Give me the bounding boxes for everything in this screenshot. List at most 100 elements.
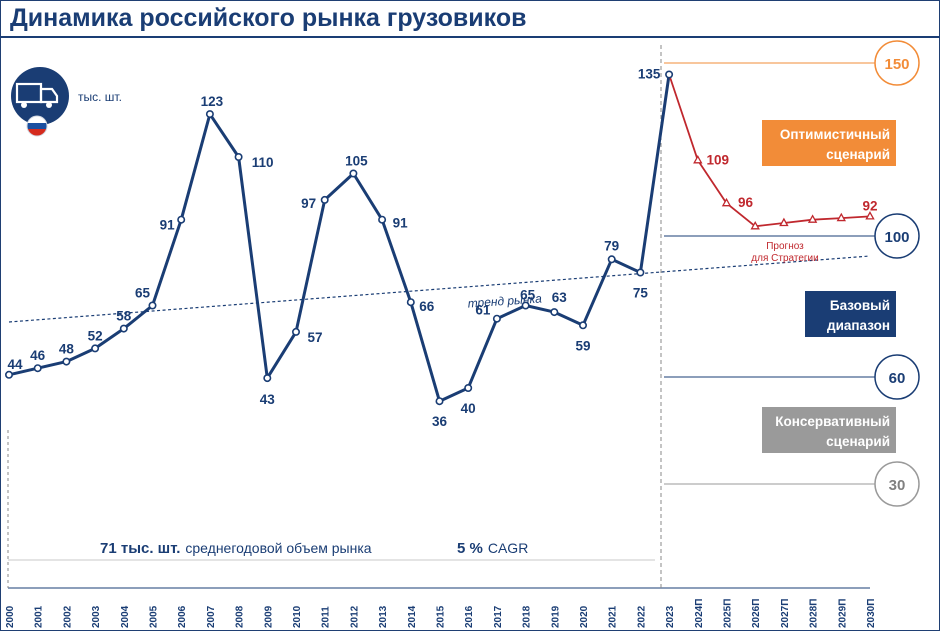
forecast-point-2024П [693, 154, 703, 164]
data-label-2006: 91 [160, 218, 176, 233]
footer-cagr-text: CAGR [488, 540, 528, 556]
data-label-2008: 110 [252, 155, 274, 170]
data-point-2001 [33, 364, 42, 373]
russia-flag-icon [26, 115, 48, 137]
scenario-optimistic-box [762, 120, 896, 166]
truck-badge: тыс. шт. [11, 67, 122, 137]
data-point-2016 [464, 383, 473, 392]
data-label-2023: 135 [638, 67, 661, 82]
ref-badge-60: 60 [874, 354, 920, 400]
data-label-2010: 57 [307, 330, 322, 345]
footer-average-text: среднегодовой объем рынка [185, 540, 371, 556]
x-tick-2015: 2015 [436, 605, 447, 628]
x-tick-2026П: 2026П [751, 599, 762, 628]
x-tick-2003: 2003 [91, 605, 102, 628]
data-label-2024П: 109 [707, 152, 730, 167]
data-point-2010 [291, 327, 300, 336]
data-point-2023 [665, 70, 674, 79]
x-tick-2006: 2006 [177, 605, 188, 628]
data-point-2005 [148, 301, 157, 310]
forecast-note-line2: для Стратегии [751, 253, 818, 264]
footer-average: 71 тыс. шт. среднегодовой объем рынка [100, 540, 372, 557]
data-label-2002: 48 [59, 342, 75, 357]
data-label-2012: 105 [345, 154, 368, 169]
forecast-point-2029П [836, 212, 847, 222]
scenario-base: Базовый диапазон [805, 291, 896, 337]
x-tick-2002: 2002 [62, 605, 73, 628]
x-tick-2016: 2016 [464, 605, 475, 628]
data-point-2018 [521, 301, 530, 310]
data-point-2002 [62, 357, 71, 366]
forecast-point-2027П [779, 217, 789, 227]
data-point-2017 [492, 314, 501, 323]
data-point-2006 [177, 215, 186, 224]
data-point-2015 [435, 397, 444, 406]
scenario-conservative-line2: сценарий [826, 434, 890, 449]
x-tick-2011: 2011 [321, 606, 332, 628]
data-point-2013 [378, 215, 387, 224]
x-tick-2001: 2001 [34, 605, 45, 628]
forecast-note-line1: Прогноз [766, 241, 804, 252]
data-point-2020 [578, 321, 587, 330]
x-tick-2030П: 2030П [866, 599, 877, 628]
data-point-2011 [320, 195, 329, 204]
footer-cagr-value: 5 % [457, 540, 483, 557]
forecast-point-2030П [865, 211, 875, 220]
data-point-2009 [263, 374, 272, 383]
x-tick-2025П: 2025П [723, 599, 734, 628]
ref-badge-30: 30 [874, 461, 920, 507]
x-tick-2018: 2018 [522, 605, 533, 628]
scenario-conservative-box [762, 407, 896, 453]
footer-average-value: 71 тыс. шт. [100, 540, 180, 557]
forecast-point-2025П [721, 197, 732, 207]
scenario-optimistic-line1: Оптимистичный [780, 127, 890, 142]
ref-badge-150: 150 [874, 40, 920, 86]
series-line-actual [8, 74, 671, 403]
x-tick-2013: 2013 [378, 605, 389, 628]
ref-badge-100: 100 [874, 213, 920, 259]
x-tick-2012: 2012 [349, 605, 360, 628]
x-tick-2027П: 2027П [780, 599, 791, 628]
ref-value-100: 100 [884, 229, 909, 246]
scenario-optimistic: Оптимистичный сценарий [762, 120, 896, 166]
data-label-2030П: 92 [862, 198, 877, 213]
data-point-2022 [636, 268, 645, 277]
scenario-conservative: Консервативный сценарий [762, 407, 896, 453]
data-label-2001: 46 [30, 348, 46, 363]
data-label-2021: 79 [604, 238, 619, 253]
data-point-2021 [607, 255, 616, 264]
data-label-2019: 63 [552, 290, 568, 305]
data-point-2003 [91, 344, 100, 353]
x-tick-2020: 2020 [579, 605, 590, 628]
data-label-2009: 43 [260, 392, 276, 407]
x-tick-2010: 2010 [292, 605, 303, 628]
ref-value-30: 30 [889, 477, 906, 494]
data-point-2014 [406, 298, 415, 307]
truck-icon [15, 82, 59, 108]
x-tick-2004: 2004 [120, 605, 131, 628]
data-label-2015: 36 [432, 414, 448, 429]
scenario-base-box [805, 291, 896, 337]
data-label-2014: 66 [419, 299, 435, 314]
scenario-base-line2: диапазон [827, 318, 890, 333]
data-label-2004: 58 [116, 309, 132, 324]
x-tick-2029П: 2029П [837, 599, 848, 628]
data-label-2013: 91 [393, 216, 409, 231]
data-label-2003: 52 [88, 328, 103, 343]
data-label-2017: 61 [475, 303, 491, 318]
x-tick-2023: 2023 [665, 605, 676, 628]
trend-line [8, 255, 871, 323]
data-label-2025П: 96 [738, 195, 754, 210]
data-label-2016: 40 [461, 401, 476, 416]
footer-cagr: 5 % CAGR [457, 540, 528, 557]
data-point-2004 [119, 324, 128, 333]
forecast-point-2028П [807, 214, 818, 223]
data-label-2018: 65 [520, 288, 536, 303]
x-tick-2000: 2000 [5, 605, 16, 628]
scenario-optimistic-line2: сценарий [826, 147, 890, 162]
series-line-forecast [668, 74, 871, 228]
x-tick-2024П: 2024П [694, 599, 705, 628]
